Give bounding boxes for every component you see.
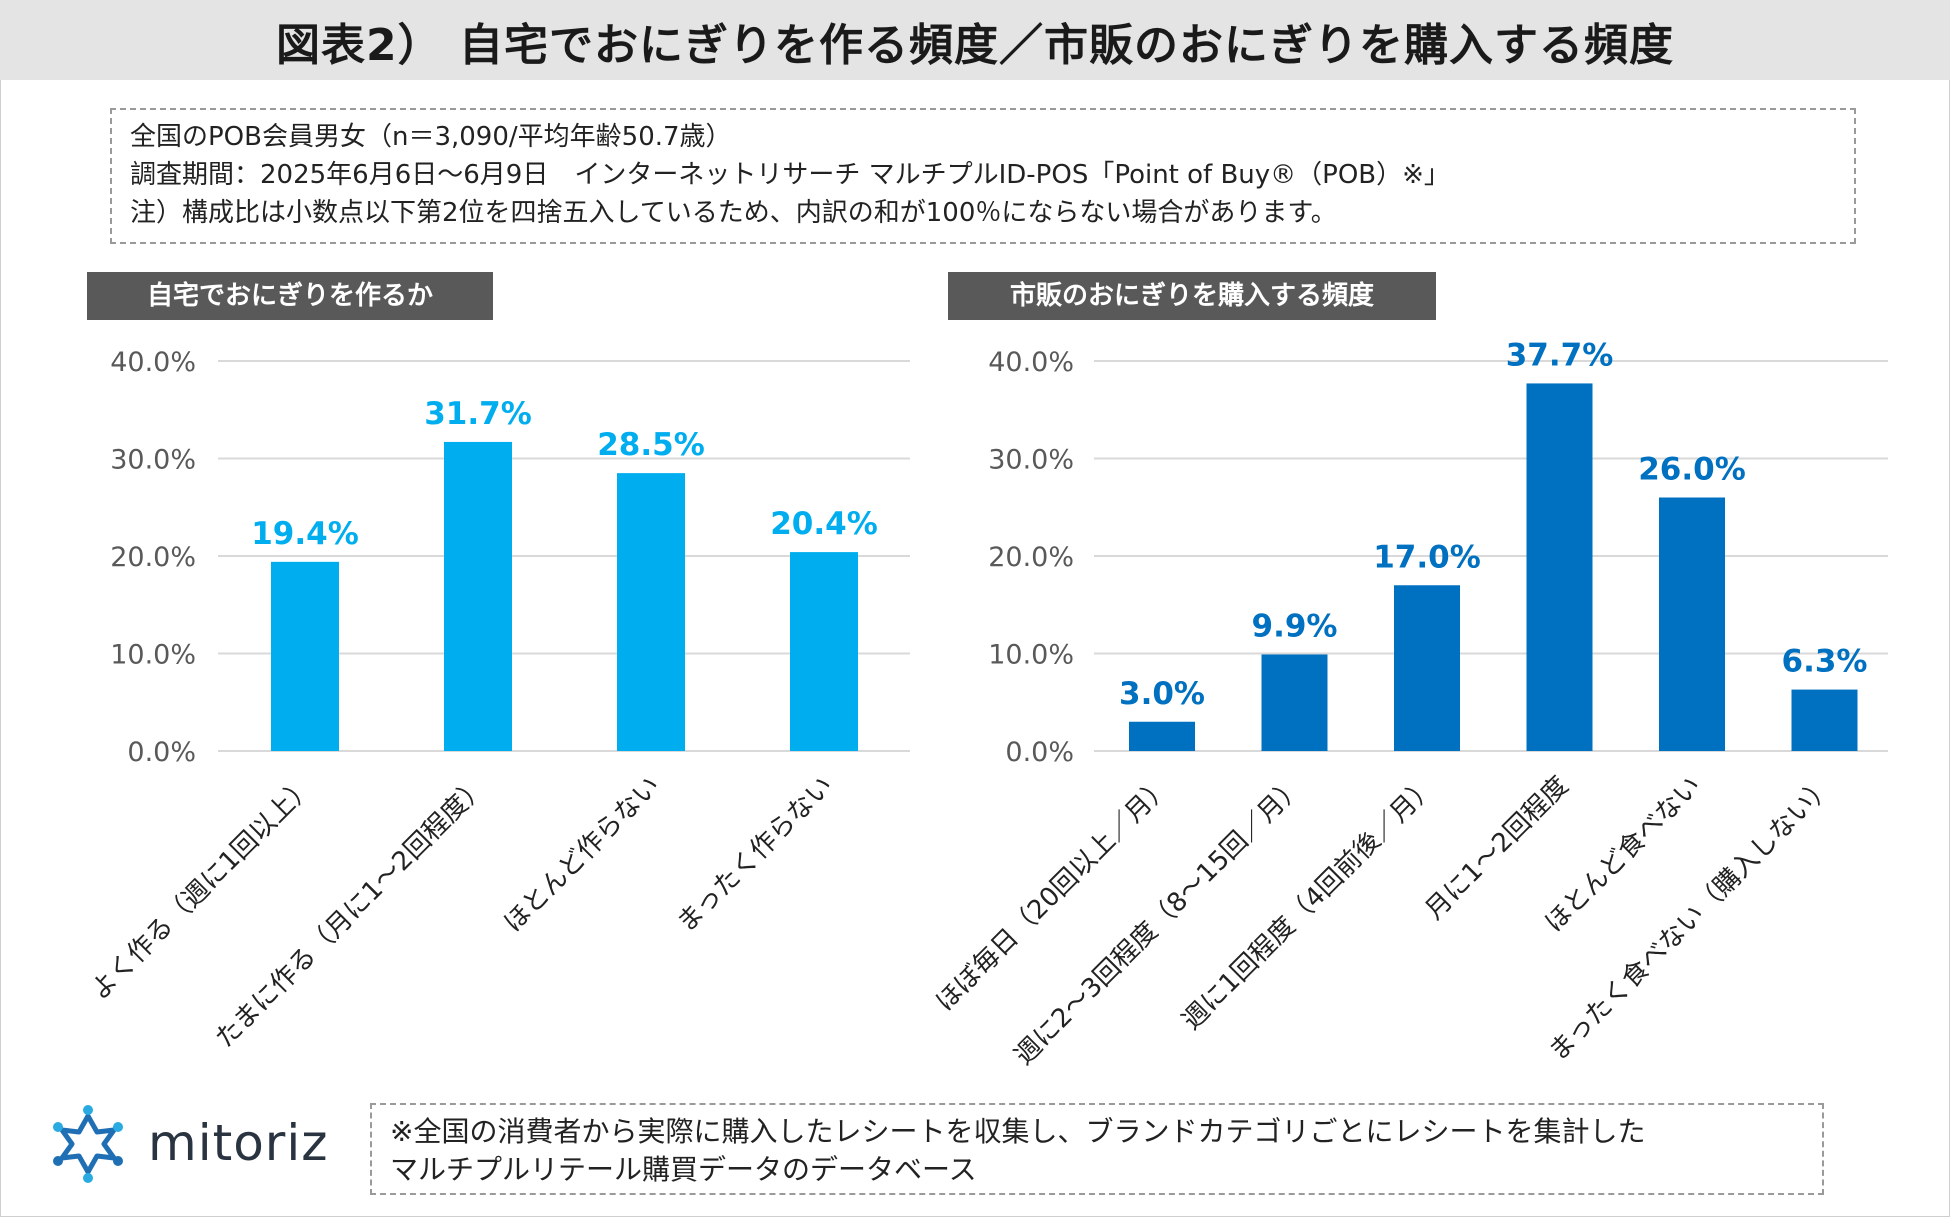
x-category-label: ほぼ毎日（20回以上／月） xyxy=(930,771,1177,1018)
x-category-label: 週に2〜3回程度（8〜15回／月） xyxy=(1009,771,1309,1071)
chart-title-home-made: 自宅でおにぎりを作るか xyxy=(87,272,493,320)
y-tick-label: 0.0% xyxy=(127,737,196,768)
data-label: 31.7% xyxy=(424,396,532,432)
survey-note-line: 全国のPOB会員男女（n＝3,090/平均年齢50.7歳） xyxy=(130,122,732,152)
data-label: 28.5% xyxy=(597,427,705,463)
bar xyxy=(617,473,685,751)
y-tick-label: 20.0% xyxy=(988,542,1074,573)
data-label: 26.0% xyxy=(1638,452,1746,488)
title-bar xyxy=(0,0,1950,80)
bar xyxy=(1129,721,1195,751)
bar xyxy=(1526,383,1593,751)
data-label: 20.4% xyxy=(770,506,878,542)
survey-note-box: 全国のPOB会員男女（n＝3,090/平均年齢50.7歳） 調査期間：2025年… xyxy=(110,108,1856,244)
bar xyxy=(444,441,512,751)
y-tick-label: 40.0% xyxy=(988,347,1074,378)
survey-note-line: 調査期間：2025年6月6日〜6月9日 インターネットリサーチ マルチプルID-… xyxy=(130,160,1450,190)
data-label: 19.4% xyxy=(251,516,359,552)
y-tick-label: 30.0% xyxy=(110,445,196,476)
x-category-label: まったく食べない（購入しない） xyxy=(1543,771,1839,1067)
y-tick-label: 0.0% xyxy=(1005,737,1074,768)
y-tick-label: 30.0% xyxy=(988,445,1074,476)
y-tick-label: 10.0% xyxy=(110,640,196,671)
bar xyxy=(1659,497,1725,751)
mitoriz-logo-mark-icon xyxy=(53,1105,123,1183)
page-title: 図表2） 自宅でおにぎりを作る頻度／市販のおにぎりを購入する頻度 xyxy=(276,20,1674,71)
y-tick-label: 10.0% xyxy=(988,640,1074,671)
footer-note-line: マルチプルリテール購買データのデータベース xyxy=(390,1153,977,1186)
bar xyxy=(790,552,858,751)
survey-note-line: 注）構成比は小数点以下第2位を四捨五入しているため、内訳の和が100％にならない… xyxy=(130,198,1337,228)
footer-note-box: ※全国の消費者から実際に購入したレシートを収集し、ブランドカテゴリごとにレシート… xyxy=(370,1103,1824,1195)
bar xyxy=(1261,654,1328,751)
bar xyxy=(1791,689,1858,751)
x-category-label: 週に1回程度（4回前後／月） xyxy=(1177,771,1442,1036)
data-label: 3.0% xyxy=(1119,676,1205,712)
chart-title-purchase: 市販のおにぎりを購入する頻度 xyxy=(948,272,1436,320)
bar xyxy=(1394,585,1460,751)
mitoriz-logo: mitoriz xyxy=(46,1098,346,1188)
footer-note-line: ※全国の消費者から実際に購入したレシートを収集し、ブランドカテゴリごとにレシート… xyxy=(390,1115,1646,1148)
data-label: 6.3% xyxy=(1782,644,1868,680)
y-tick-label: 20.0% xyxy=(110,542,196,573)
logo-text: mitoriz xyxy=(148,1114,329,1172)
bar xyxy=(271,561,339,751)
data-label: 17.0% xyxy=(1373,539,1481,575)
x-category-label: 月に1〜2回程度 xyxy=(1420,771,1575,926)
data-label: 37.7% xyxy=(1506,337,1614,373)
y-tick-label: 40.0% xyxy=(110,347,196,378)
data-label: 9.9% xyxy=(1252,608,1338,644)
